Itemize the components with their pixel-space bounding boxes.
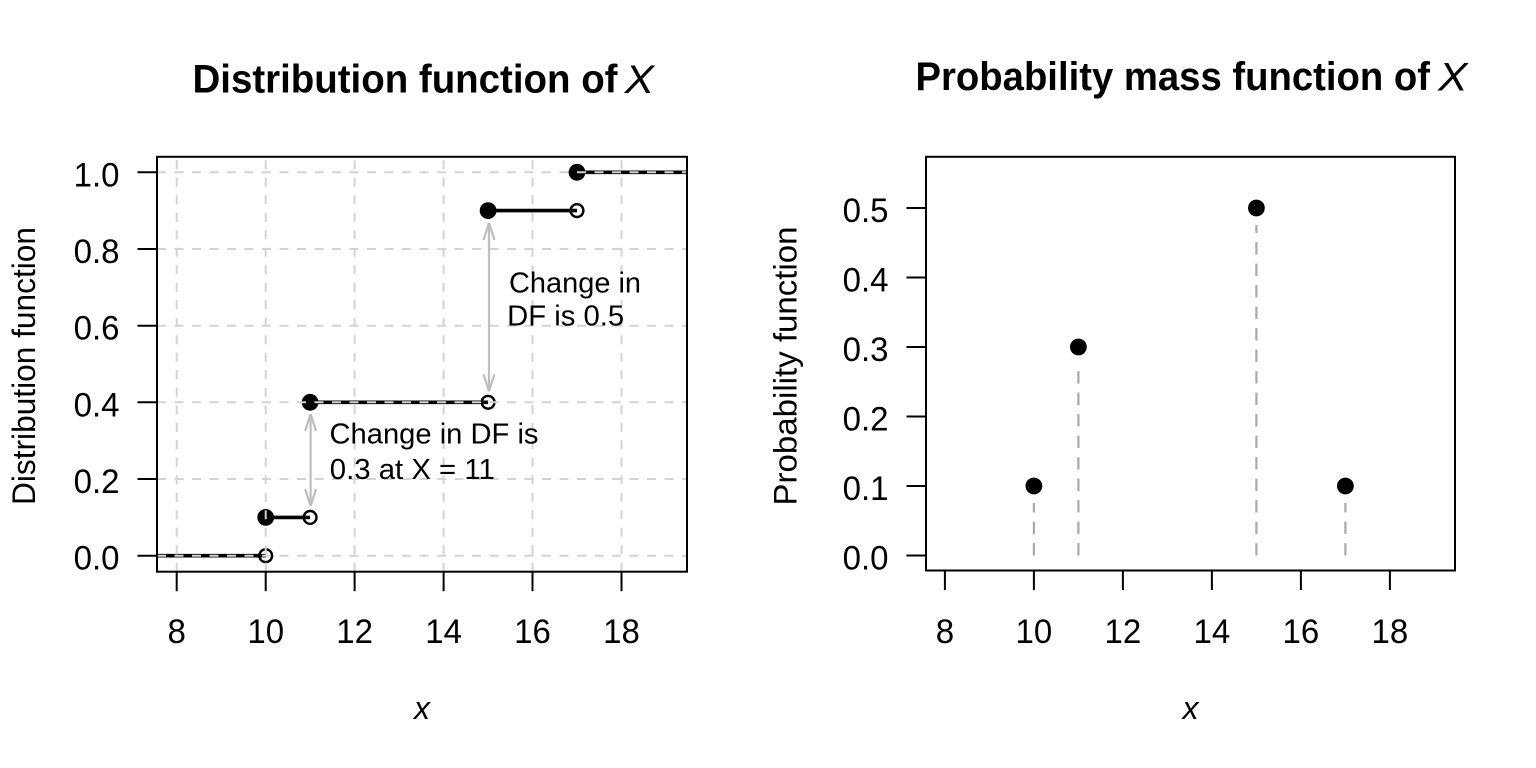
- svg-text:X: X: [1437, 56, 1469, 100]
- svg-text:X: X: [624, 58, 656, 102]
- svg-text:0.2: 0.2: [843, 401, 889, 439]
- svg-text:18: 18: [603, 613, 640, 651]
- svg-text:DF is 0.5: DF is 0.5: [507, 301, 624, 333]
- svg-text:Probability mass function of: Probability mass function of: [916, 55, 1431, 99]
- svg-text:8: 8: [936, 613, 954, 651]
- svg-text:0.4: 0.4: [843, 262, 889, 300]
- svg-text:12: 12: [336, 613, 373, 651]
- svg-text:0.6: 0.6: [74, 310, 120, 348]
- svg-text:0.3 at X = 11: 0.3 at X = 11: [330, 454, 495, 486]
- svg-text:0.0: 0.0: [843, 540, 889, 578]
- svg-text:0.0: 0.0: [74, 540, 120, 578]
- svg-text:10: 10: [1016, 613, 1053, 651]
- svg-text:x: x: [412, 690, 431, 726]
- svg-text:16: 16: [514, 613, 551, 651]
- svg-text:18: 18: [1372, 613, 1409, 651]
- svg-text:0.8: 0.8: [74, 233, 120, 271]
- svg-text:14: 14: [1194, 613, 1231, 651]
- svg-text:Distribution function: Distribution function: [6, 227, 42, 505]
- svg-text:0.5: 0.5: [843, 192, 889, 230]
- svg-text:Distribution function of: Distribution function of: [193, 57, 619, 101]
- svg-text:16: 16: [1283, 613, 1320, 651]
- svg-text:Change in DF is: Change in DF is: [330, 419, 539, 451]
- svg-text:Probability function: Probability function: [768, 227, 804, 506]
- svg-text:10: 10: [247, 613, 284, 651]
- svg-text:0.4: 0.4: [74, 386, 120, 424]
- svg-text:12: 12: [1105, 613, 1142, 651]
- svg-text:Change in: Change in: [509, 267, 641, 299]
- svg-text:0.1: 0.1: [843, 470, 889, 508]
- svg-text:0.2: 0.2: [74, 463, 120, 501]
- svg-text:0.3: 0.3: [843, 331, 889, 369]
- svg-text:14: 14: [425, 613, 462, 651]
- svg-text:x: x: [1181, 690, 1200, 726]
- svg-text:1.0: 1.0: [74, 156, 120, 194]
- svg-text:8: 8: [168, 613, 186, 651]
